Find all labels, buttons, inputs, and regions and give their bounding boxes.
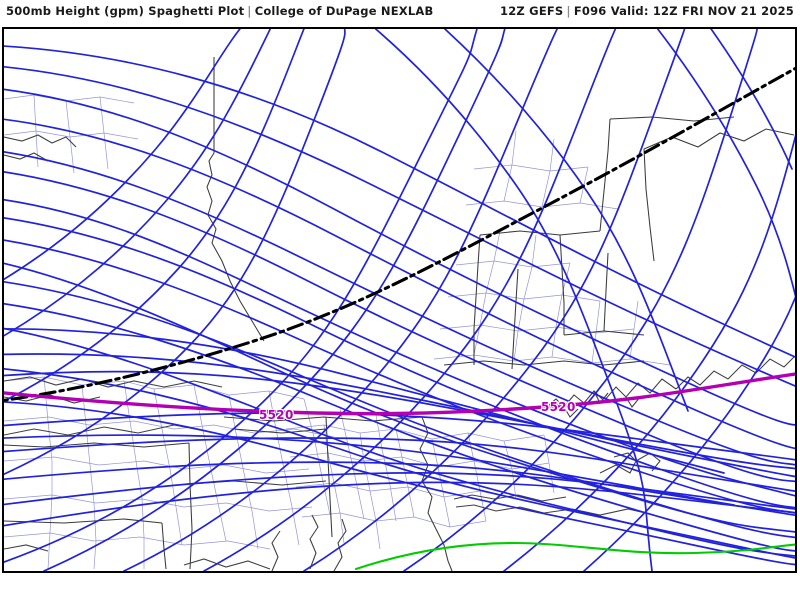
contour-label-5520-east: 5520 [541, 400, 576, 414]
ensemble-member-contours [4, 29, 795, 571]
header-separator-right: | [566, 4, 571, 18]
header-left-title: 500mb Height (gpm) Spaghetti Plot | Colleg… [6, 4, 433, 18]
highlight-contour-5520 [4, 372, 795, 416]
product-title: 500mb Height (gpm) Spaghetti Plot [6, 4, 245, 18]
map-frame: 5520 5520 [2, 27, 797, 573]
forecast-valid-label: F096 Valid: 12Z FRI NOV 21 2025 [573, 4, 794, 18]
header-right-title: 12Z GEFS | F096 Valid: 12Z FRI NOV 21 2025 [500, 4, 794, 18]
county-boundaries-layer [4, 94, 671, 570]
map-canvas [4, 29, 795, 571]
state-borders-layer [4, 57, 795, 570]
header-bar: 500mb Height (gpm) Spaghetti Plot | Colleg… [0, 0, 800, 27]
model-run-label: 12Z GEFS [500, 4, 564, 18]
product-source: College of DuPage NEXLAB [254, 4, 434, 18]
highlight-contour-secondary [354, 541, 795, 571]
contour-label-5520-west: 5520 [259, 408, 294, 422]
ensemble-mean-contour [4, 66, 795, 402]
header-separator-left: | [247, 4, 252, 18]
